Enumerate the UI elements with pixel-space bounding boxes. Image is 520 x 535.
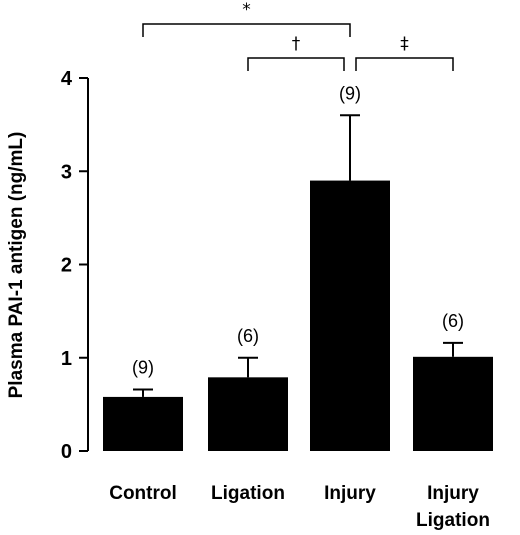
- significance-mark: *: [242, 0, 251, 20]
- error-bars: [133, 114, 463, 397]
- sample-size-label: (9): [339, 83, 361, 103]
- y-tick-label: 4: [61, 68, 73, 90]
- y-axis: 0 1 2 3 4: [61, 68, 89, 463]
- bar: [413, 356, 493, 451]
- x-axis-category-labels: Control Ligation Injury Injury Ligation: [109, 483, 490, 531]
- bar: [208, 377, 288, 451]
- significance-mark: ‡: [400, 34, 409, 54]
- significance-bracket: [355, 57, 454, 71]
- y-axis-title-group: Plasma PAI-1 antigen (ng/mL): [6, 132, 27, 399]
- sample-size-label: (6): [442, 311, 464, 331]
- significance-brackets: * † ‡: [142, 0, 454, 71]
- sample-size-label: (9): [132, 357, 154, 377]
- significance-bracket: [142, 23, 351, 37]
- x-category-label: Ligation: [416, 510, 490, 531]
- y-tick-label: 2: [61, 255, 72, 277]
- bar: [310, 180, 390, 451]
- y-tick-label: 3: [61, 161, 72, 183]
- bars: [103, 180, 493, 451]
- sample-size-label: (6): [237, 326, 259, 346]
- y-tick-label: 1: [61, 348, 72, 370]
- y-axis-title: Plasma PAI-1 antigen (ng/mL): [6, 132, 27, 399]
- significance-bracket: [247, 57, 345, 71]
- sample-size-labels: (9) (6) (9) (6): [132, 83, 464, 377]
- x-category-label: Ligation: [211, 483, 285, 504]
- bar: [103, 396, 183, 451]
- x-category-label: Control: [109, 483, 177, 504]
- x-category-label: Injury: [427, 483, 479, 504]
- significance-mark: †: [292, 34, 301, 54]
- y-tick-label: 0: [61, 441, 72, 463]
- x-category-label: Injury: [324, 483, 376, 504]
